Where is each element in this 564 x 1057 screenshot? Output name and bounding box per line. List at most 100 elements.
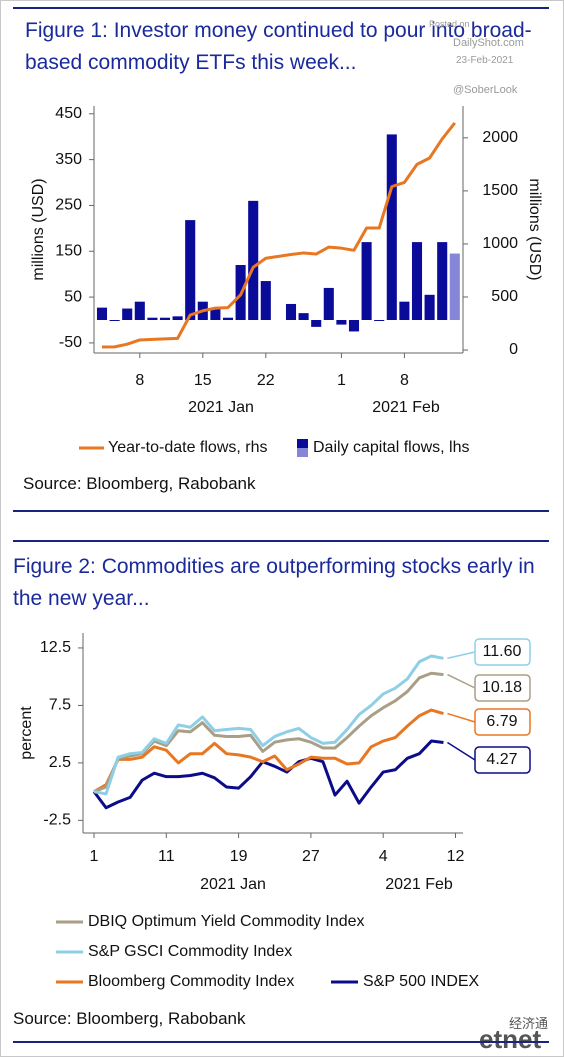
y2-tick-label: 2000 [482,129,518,146]
y-tick-label: -50 [59,334,82,351]
y-axis-label: millions (USD) [30,178,47,280]
bar [222,317,234,321]
label-pointer [447,673,476,689]
x-tick-label: 15 [194,372,212,389]
legend-label: Bloomberg Commodity Index [88,973,294,990]
bar [437,242,448,321]
x-tick-label: 27 [302,848,320,865]
watermark: DailyShot.com [453,37,524,49]
bar [210,308,221,321]
bar [172,316,183,321]
y-tick-label: -2.5 [43,812,71,829]
watermark: 23-Feb-2021 [456,55,514,66]
x-tick-label: 1 [90,848,99,865]
legend-swatch [297,439,308,448]
bar [399,301,410,321]
bar [336,320,347,325]
bar [386,134,397,321]
end-label-box [474,746,531,774]
x-tick-label: 8 [400,372,409,389]
rule [13,540,549,542]
y-tick-label: 12.5 [40,639,71,656]
watermark: 经济通 [509,1016,549,1031]
legend-label: S&P 500 INDEX [363,973,480,990]
y-tick-label: 7.5 [49,697,71,714]
bar [122,308,133,321]
bar [185,220,196,321]
y-tick-label: 2.5 [49,754,71,771]
label-pointer [447,741,476,761]
y-tick-label: 350 [55,151,82,168]
label-pointer [447,651,476,660]
x-tick-label: 12 [447,848,465,865]
watermark: @SoberLook [453,84,518,96]
chart-title: Figure 2: Commodities are outperforming … [13,555,535,610]
bar [449,253,460,321]
legend-label: Daily capital flows, lhs [313,439,470,456]
bar [147,317,158,321]
label-pointer [447,712,476,723]
end-label: 11.60 [483,643,522,660]
y-axis-label: percent [18,706,35,760]
line [92,739,444,810]
legend-label: Year-to-date flows, rhs [108,439,267,456]
x-tick-label: 4 [379,848,388,865]
y2-tick-label: 500 [491,288,518,305]
y-tick-label: 50 [64,288,82,305]
watermark: etnet [479,1024,542,1054]
y2-tick-label: 1500 [482,182,518,199]
bar [285,303,297,321]
x-tick-label: 8 [135,372,144,389]
end-label: 4.27 [486,751,517,768]
legend-label: DBIQ Optimum Yield Commodity Index [88,913,365,930]
y-tick-label: 450 [55,105,82,122]
end-label: 6.79 [486,713,517,730]
x-tick-label: 1 [337,372,346,389]
legend-label: S&P GSCI Commodity Index [88,943,292,960]
end-label-box [474,708,531,736]
line [93,654,444,796]
bar [411,242,423,321]
chart-title: Figure 1: Investor money continued to po… [25,19,532,74]
x-group-label: 2021 Feb [385,876,453,893]
source: Source: Bloomberg, Rabobank [13,1009,246,1028]
y2-axis-label: millions (USD) [526,178,543,280]
source: Source: Bloomberg, Rabobank [23,474,256,493]
bar [298,313,309,321]
bar [109,320,120,322]
line [101,122,456,349]
bar [374,320,385,322]
bar [424,294,435,321]
bar [159,317,171,321]
y-tick-label: 250 [55,197,82,214]
x-group-label: 2021 Jan [188,399,254,416]
x-tick-label: 11 [158,848,175,865]
rule [13,7,549,9]
x-group-label: 2021 Feb [372,399,440,416]
x-group-label: 2021 Jan [200,876,266,893]
y-tick-label: 150 [55,242,82,259]
rule [13,510,549,512]
end-label: 10.18 [482,679,522,696]
rule [13,1041,549,1043]
end-label-box [474,638,531,666]
bar [96,307,108,321]
line [93,708,444,793]
bar [260,281,271,321]
bar [348,320,360,332]
bar [311,320,322,327]
bar [134,301,145,321]
bar [361,242,372,321]
y2-tick-label: 0 [509,341,518,358]
end-label-box [474,674,531,702]
x-tick-label: 22 [257,372,275,389]
watermark: Posted on [429,19,470,29]
legend-swatch [297,448,308,457]
bar [323,287,334,321]
y2-tick-label: 1000 [482,235,518,252]
bar [248,200,259,321]
chart: -50 50 150 250 350 450 0 500 1000 1500 2000 8 15 22 1 8… [30,105,543,457]
x-tick-label: 19 [230,848,248,865]
